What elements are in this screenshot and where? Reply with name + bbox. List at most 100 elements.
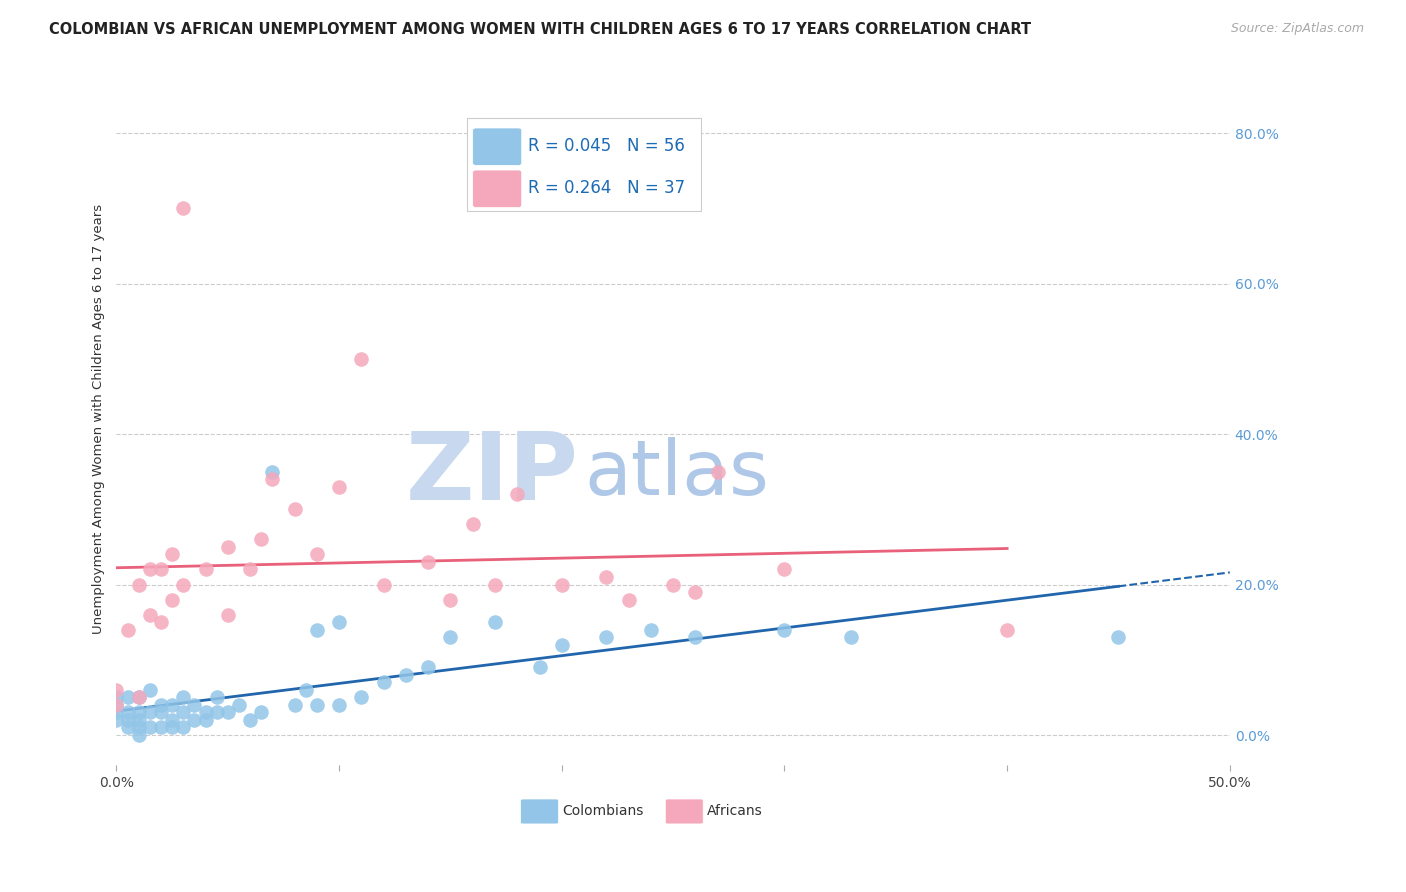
Point [139, 721, 162, 735]
Point [117, 706, 139, 720]
Point [595, 570, 617, 584]
Point [194, 713, 217, 727]
Point [149, 721, 172, 735]
Point [172, 690, 194, 705]
Point [105, 698, 128, 712]
FancyBboxPatch shape [665, 799, 703, 824]
Point [373, 577, 395, 591]
Point [506, 487, 529, 501]
FancyBboxPatch shape [472, 128, 522, 165]
Text: Source: ZipAtlas.com: Source: ZipAtlas.com [1230, 22, 1364, 36]
Point [305, 623, 328, 637]
Text: ZIP: ZIP [405, 428, 578, 520]
Point [284, 698, 307, 712]
Point [217, 607, 239, 622]
Point [105, 713, 128, 727]
Text: atlas: atlas [583, 437, 769, 511]
Point [149, 615, 172, 629]
Point [439, 630, 461, 644]
Point [262, 465, 284, 479]
Point [551, 577, 574, 591]
Point [418, 660, 440, 674]
Point [160, 721, 183, 735]
Point [105, 690, 128, 705]
Point [373, 675, 395, 690]
Point [105, 698, 128, 712]
Point [262, 472, 284, 486]
Point [640, 623, 662, 637]
Point [328, 480, 350, 494]
Point [205, 690, 228, 705]
Text: COLOMBIAN VS AFRICAN UNEMPLOYMENT AMONG WOMEN WITH CHILDREN AGES 6 TO 17 YEARS C: COLOMBIAN VS AFRICAN UNEMPLOYMENT AMONG … [49, 22, 1032, 37]
Point [239, 713, 262, 727]
Point [1107, 630, 1129, 644]
Point [839, 630, 862, 644]
Point [172, 706, 194, 720]
Point [595, 630, 617, 644]
Point [149, 698, 172, 712]
Point [105, 682, 128, 697]
Point [706, 465, 728, 479]
Point [217, 540, 239, 554]
FancyBboxPatch shape [467, 118, 702, 211]
Point [128, 690, 150, 705]
Point [773, 562, 796, 576]
Point [484, 615, 506, 629]
Text: Colombians: Colombians [562, 805, 643, 819]
Point [128, 721, 150, 735]
Point [205, 706, 228, 720]
Point [128, 706, 150, 720]
FancyBboxPatch shape [472, 170, 522, 208]
Point [484, 577, 506, 591]
Point [305, 698, 328, 712]
Point [529, 660, 551, 674]
Point [139, 607, 162, 622]
Point [551, 638, 574, 652]
Point [328, 698, 350, 712]
Point [117, 623, 139, 637]
Point [172, 202, 194, 216]
Point [128, 577, 150, 591]
Point [117, 713, 139, 727]
Point [239, 562, 262, 576]
Point [350, 690, 373, 705]
Point [128, 728, 150, 742]
Point [617, 592, 640, 607]
Point [149, 562, 172, 576]
Point [395, 668, 418, 682]
Point [117, 721, 139, 735]
Point [418, 555, 440, 569]
Point [250, 533, 273, 547]
Point [183, 713, 205, 727]
Point [139, 562, 162, 576]
Point [117, 690, 139, 705]
Point [172, 721, 194, 735]
Text: R = 0.045   N = 56: R = 0.045 N = 56 [529, 137, 685, 155]
Point [160, 548, 183, 562]
Point [995, 623, 1018, 637]
Point [160, 698, 183, 712]
Point [128, 690, 150, 705]
Text: Africans: Africans [706, 805, 762, 819]
Point [439, 592, 461, 607]
Point [294, 682, 316, 697]
Text: R = 0.264   N = 37: R = 0.264 N = 37 [529, 179, 686, 197]
Point [105, 706, 128, 720]
Point [160, 592, 183, 607]
Point [461, 517, 484, 532]
Point [194, 562, 217, 576]
Point [228, 698, 250, 712]
Point [217, 706, 239, 720]
Point [128, 713, 150, 727]
Point [183, 698, 205, 712]
Point [139, 706, 162, 720]
Point [250, 706, 273, 720]
Point [149, 706, 172, 720]
Point [160, 713, 183, 727]
Point [172, 577, 194, 591]
Point [139, 682, 162, 697]
Y-axis label: Unemployment Among Women with Children Ages 6 to 17 years: Unemployment Among Women with Children A… [93, 204, 105, 634]
Point [284, 502, 307, 516]
Point [350, 351, 373, 366]
FancyBboxPatch shape [520, 799, 558, 824]
